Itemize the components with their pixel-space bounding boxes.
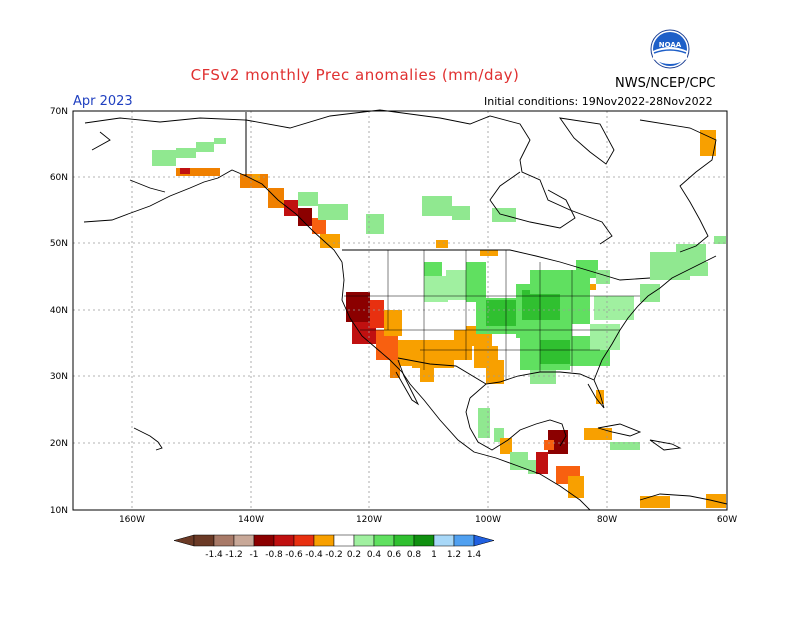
- latitude-labels: 70N 60N 50N 40N 30N 20N 10N: [50, 107, 68, 516]
- svg-text:NOAA: NOAA: [659, 41, 682, 49]
- colorbar-label: 0.4: [367, 550, 382, 560]
- colorbar-arrow-high: [473, 534, 495, 547]
- initial-conditions: Initial conditions: 19Nov2022-28Nov2022: [484, 95, 713, 108]
- colorbar-label: -1.2: [225, 550, 243, 560]
- lon-label: 60W: [717, 515, 737, 525]
- colorbar-label: -0.8: [265, 550, 283, 560]
- colorbar-label: 0.2: [347, 550, 361, 560]
- agency-label: NWS/NCEP/CPC: [615, 76, 716, 91]
- colorbar-swatch: [273, 534, 295, 547]
- lon-label: 120W: [356, 515, 382, 525]
- lat-label: 10N: [50, 506, 68, 516]
- colorbar-label: -0.4: [305, 550, 323, 560]
- noaa-logo-icon: NOAA: [650, 29, 690, 69]
- lon-label: 160W: [119, 515, 145, 525]
- colorbar-swatch: [313, 534, 335, 547]
- colorbar-swatch: [213, 534, 235, 547]
- grid-lines: [73, 111, 727, 510]
- state-borders: [344, 250, 640, 380]
- forecast-month: Apr 2023: [73, 94, 133, 109]
- lat-label: 50N: [50, 239, 68, 249]
- colorbar-swatch: [393, 534, 415, 547]
- lat-label: 40N: [50, 306, 68, 316]
- colorbar-label: 1.2: [447, 550, 461, 560]
- colorbar-label: 0.6: [387, 550, 402, 560]
- colorbar-label: -0.6: [285, 550, 303, 560]
- lat-label: 60N: [50, 173, 68, 183]
- colorbar-arrow-low: [173, 534, 195, 547]
- lon-label: 100W: [475, 515, 501, 525]
- colorbar: -1.4 -1.2 -1 -0.8 -0.6 -0.4 -0.2 0.2 0.4 0.6 0.8 1 1…: [173, 534, 495, 560]
- colorbar-swatch: [413, 534, 435, 547]
- lat-label: 70N: [50, 107, 68, 117]
- lon-label: 140W: [238, 515, 264, 525]
- colorbar-swatch: [333, 534, 355, 547]
- colorbar-label: -1.4: [205, 550, 223, 560]
- colorbar-swatch: [293, 534, 315, 547]
- lon-label: 80W: [597, 515, 617, 525]
- colorbar-label: -1: [250, 550, 259, 560]
- colorbar-swatch: [433, 534, 455, 547]
- chart-title: CFSv2 monthly Prec anomalies (mm/day): [190, 66, 520, 84]
- colorbar-swatch: [193, 534, 215, 547]
- colorbar-label: -0.2: [325, 550, 343, 560]
- colorbar-label: 0.8: [407, 550, 422, 560]
- longitude-labels: 160W 140W 120W 100W 80W 60W: [119, 515, 737, 525]
- colorbar-swatch: [233, 534, 255, 547]
- colorbar-swatch: [373, 534, 395, 547]
- colorbar-swatch: [453, 534, 475, 547]
- colorbar-swatch: [353, 534, 375, 547]
- colorbar-swatch: [253, 534, 275, 547]
- coastlines: [83, 109, 728, 511]
- lat-label: 20N: [50, 439, 68, 449]
- colorbar-label: 1.4: [467, 550, 482, 560]
- lat-label: 30N: [50, 372, 68, 382]
- colorbar-label: 1: [431, 550, 437, 560]
